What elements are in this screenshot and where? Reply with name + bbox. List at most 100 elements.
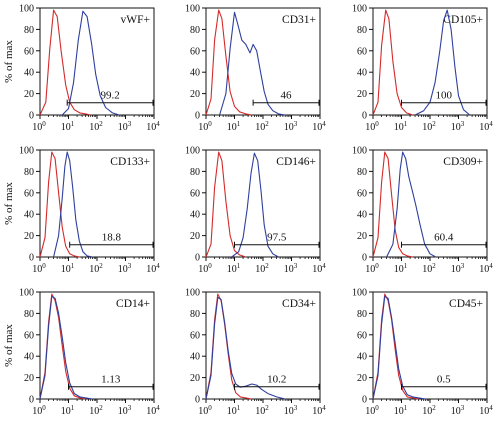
- x-tick-label: 101: [227, 120, 241, 133]
- y-tick-label: 20: [190, 231, 200, 242]
- y-tick-label: 60: [190, 188, 200, 199]
- y-tick-label: 60: [24, 46, 34, 57]
- y-tick-label: 80: [24, 309, 34, 320]
- y-tick-label: 40: [24, 352, 34, 363]
- panel-label: CD34+: [282, 298, 316, 310]
- x-tick-label: 100: [32, 120, 46, 133]
- panel-label: CD31+: [282, 14, 316, 26]
- y-tick-label: 100: [19, 146, 34, 157]
- y-tick-label: 60: [190, 330, 200, 341]
- x-tick-label: 100: [198, 120, 212, 133]
- y-tick-label: 80: [24, 167, 34, 178]
- y-tick-label: 0: [29, 395, 34, 406]
- y-tick-label: 0: [195, 395, 200, 406]
- y-tick-label: 40: [24, 210, 34, 221]
- stained-histogram-curve: [39, 295, 93, 400]
- x-tick-label: 100: [32, 404, 46, 417]
- y-tick-label: 0: [362, 253, 367, 264]
- x-tick-label: 100: [365, 120, 379, 133]
- panel-label: CD14+: [116, 298, 150, 310]
- gate-percentage-label: 10.2: [267, 374, 286, 386]
- x-tick-label: 102: [422, 262, 436, 275]
- stained-histogram-curve: [414, 9, 471, 116]
- x-tick-label: 103: [118, 120, 132, 133]
- stained-histogram-curve: [53, 151, 93, 258]
- x-tick-label: 100: [198, 404, 212, 417]
- y-axis-label: % of max: [3, 40, 15, 83]
- panel-7: 0 20 40 60 80 100 100 101 102 103 104 % of max CD14+…: [3, 288, 160, 418]
- y-tick-label: 0: [195, 111, 200, 122]
- gate-percentage-label: 1.13: [101, 374, 121, 386]
- gate-percentage-label: 60.4: [434, 232, 454, 244]
- y-tick-label: 40: [357, 68, 367, 79]
- y-tick-label: 20: [24, 373, 34, 384]
- gate-percentage-label: 100: [436, 90, 453, 102]
- y-tick-label: 100: [185, 4, 200, 15]
- stained-histogram-curve: [61, 10, 120, 116]
- y-axis-label: % of max: [3, 324, 15, 367]
- y-tick-label: 20: [24, 89, 34, 100]
- y-tick-label: 60: [190, 46, 200, 57]
- control-histogram-curve: [372, 151, 413, 258]
- y-tick-label: 80: [190, 167, 200, 178]
- y-tick-label: 60: [24, 188, 34, 199]
- x-tick-label: 102: [89, 404, 103, 417]
- x-tick-label: 102: [89, 262, 103, 275]
- control-histogram-curve: [372, 9, 413, 116]
- y-tick-label: 20: [357, 231, 367, 242]
- y-tick-label: 20: [24, 231, 34, 242]
- y-tick-label: 40: [357, 210, 367, 221]
- y-tick-label: 20: [190, 89, 200, 100]
- y-tick-label: 0: [29, 253, 34, 264]
- control-histogram-curve: [205, 9, 252, 116]
- y-tick-label: 20: [357, 373, 367, 384]
- y-tick-label: 0: [362, 395, 367, 406]
- gate-percentage-label: 99.2: [100, 90, 119, 102]
- y-tick-label: 80: [357, 25, 367, 36]
- y-tick-label: 100: [19, 4, 34, 15]
- x-tick-label: 103: [284, 404, 298, 417]
- x-tick-label: 101: [394, 262, 408, 275]
- panel-9: 0 20 40 60 80 100 100 101 102 103 104 CD45+ 0.5: [352, 288, 493, 418]
- y-tick-label: 60: [357, 46, 367, 57]
- x-tick-label: 103: [118, 262, 132, 275]
- x-tick-label: 102: [422, 404, 436, 417]
- panel-6: 0 20 40 60 80 100 100 101 102 103 104 CD309+ 60.4: [352, 146, 493, 276]
- control-histogram-curve: [39, 151, 80, 258]
- x-tick-label: 104: [479, 120, 493, 133]
- panel-label: CD105+: [443, 14, 483, 26]
- stained-histogram-curve: [372, 295, 426, 400]
- x-tick-label: 104: [146, 262, 160, 275]
- x-tick-label: 104: [146, 120, 160, 133]
- x-tick-label: 103: [451, 262, 465, 275]
- panel-8: 0 20 40 60 80 100 100 101 102 103 104 CD34+ 10.2: [185, 288, 326, 418]
- y-tick-label: 20: [357, 89, 367, 100]
- x-tick-label: 103: [451, 120, 465, 133]
- x-tick-label: 101: [61, 404, 75, 417]
- y-tick-label: 60: [357, 188, 367, 199]
- y-tick-label: 0: [195, 253, 200, 264]
- x-tick-label: 104: [479, 262, 493, 275]
- y-tick-label: 100: [352, 288, 367, 299]
- y-tick-label: 40: [190, 210, 200, 221]
- x-tick-label: 102: [255, 120, 269, 133]
- x-tick-label: 101: [227, 262, 241, 275]
- y-tick-label: 80: [190, 309, 200, 320]
- stained-histogram-curve: [386, 151, 437, 258]
- x-tick-label: 104: [312, 404, 326, 417]
- y-tick-label: 80: [357, 309, 367, 320]
- panel-4: 0 20 40 60 80 100 100 101 102 103 104 % of max CD133…: [3, 146, 160, 276]
- y-tick-label: 60: [357, 330, 367, 341]
- x-tick-label: 101: [61, 262, 75, 275]
- y-axis-label: % of max: [3, 182, 15, 225]
- y-tick-label: 0: [362, 111, 367, 122]
- panel-label: CD45+: [449, 298, 483, 310]
- x-tick-label: 102: [89, 120, 103, 133]
- x-tick-label: 104: [146, 404, 160, 417]
- panel-label: CD309+: [443, 156, 483, 168]
- panel-label: CD133+: [110, 156, 150, 168]
- x-tick-label: 100: [198, 262, 212, 275]
- gate-percentage-label: 0.5: [437, 374, 451, 386]
- x-tick-label: 103: [284, 120, 298, 133]
- gate-percentage-label: 18.8: [102, 232, 122, 244]
